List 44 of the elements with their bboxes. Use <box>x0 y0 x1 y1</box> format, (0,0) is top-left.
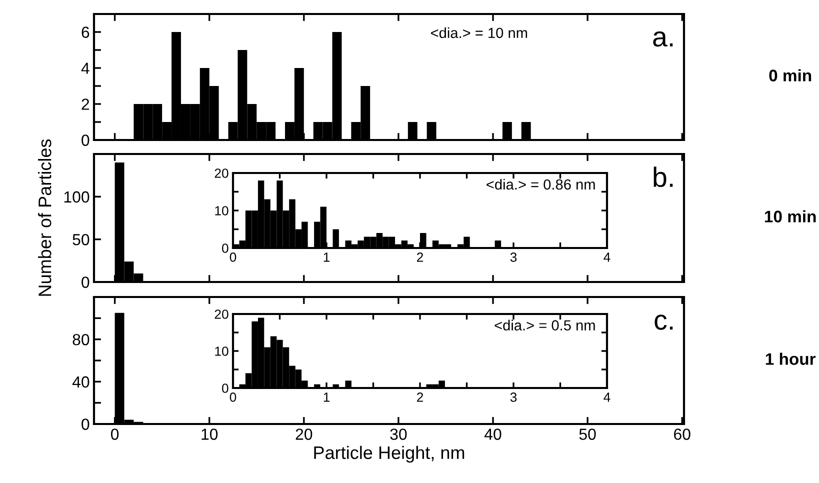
x-tick-label: 4 <box>604 252 610 262</box>
x-tick-label: 2 <box>416 252 424 262</box>
y-tick-label: 10 <box>215 206 228 216</box>
x-tick-label: 3 <box>510 392 517 402</box>
x-tick-label: 0 <box>230 392 236 402</box>
x-tick-label: 4 <box>604 392 610 402</box>
y-tick-label: 6 <box>82 26 90 38</box>
annotation: <dia.> = 0.86 nm <box>486 178 595 190</box>
annotation: b. <box>654 166 673 188</box>
y-tick-label: 50 <box>72 234 90 246</box>
x-tick-label: 1 <box>324 392 330 402</box>
y-tick-label: 0 <box>222 244 228 253</box>
y-tick-label: 100 <box>64 191 90 203</box>
x-tick-label: 30 <box>390 428 407 440</box>
x-axis-title: Particle Height, nm <box>314 446 464 463</box>
x-tick-label: 60 <box>674 428 690 440</box>
text: 1 hour <box>766 352 816 365</box>
x-tick-label: 0 <box>110 428 119 440</box>
annotation: c. <box>654 314 673 330</box>
y-tick-label: 2 <box>82 98 90 110</box>
text: 0 min <box>769 69 812 82</box>
annotation: <dia.> = 0.5 nm <box>494 320 595 330</box>
y-tick-label: 0 <box>82 418 90 430</box>
annotation: a. <box>653 31 673 47</box>
y-tick-label: 0 <box>222 384 228 393</box>
x-tick-label: 3 <box>510 252 517 262</box>
x-tick-label: 0 <box>230 252 236 262</box>
y-tick-label: 0 <box>82 134 90 146</box>
y-tick-label: 0 <box>82 276 90 288</box>
y-tick-label: 20 <box>214 310 228 319</box>
x-tick-label: 50 <box>579 428 596 440</box>
y-tick-label: 20 <box>214 168 228 178</box>
annotation: <dia.> = 10 nm <box>431 27 528 38</box>
text: 10 min <box>764 210 816 222</box>
y-axis-title: Number of Particles <box>38 139 52 296</box>
y-tick-label: 10 <box>215 346 228 356</box>
x-tick-label: 40 <box>484 428 502 440</box>
y-tick-label: 40 <box>72 376 90 388</box>
x-tick-label: 2 <box>416 392 424 402</box>
x-tick-label: 10 <box>202 428 218 440</box>
y-tick-label: 80 <box>72 334 90 346</box>
x-tick-label: 1 <box>324 252 330 262</box>
y-tick-label: 4 <box>81 62 90 74</box>
x-tick-label: 20 <box>296 428 312 440</box>
